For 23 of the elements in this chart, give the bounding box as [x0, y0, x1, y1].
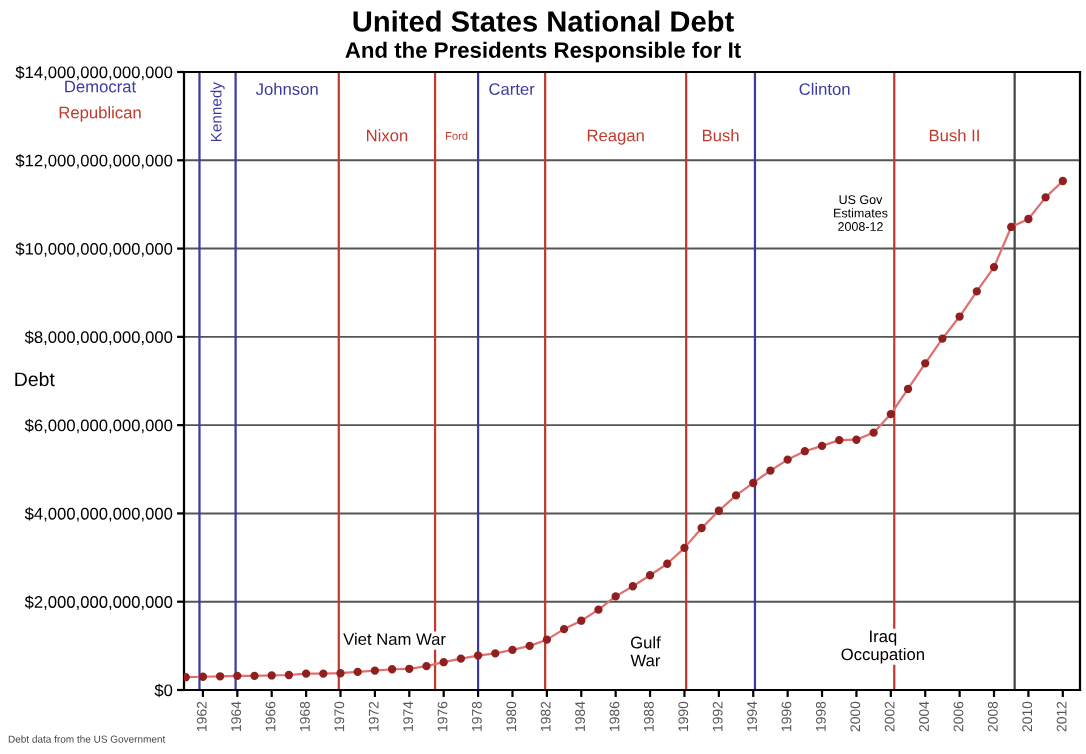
chart-subtitle: And the Presidents Responsible for It — [345, 41, 741, 63]
ref-line-label: Johnson — [255, 82, 318, 96]
y-tick-label: $6,000,000,000,000 — [24, 418, 173, 434]
ref-line-label: Clinton — [799, 82, 850, 96]
chart-title: United States National Debt — [353, 10, 734, 32]
ref-line-label: Reagan — [587, 129, 644, 145]
annotation: Viet Nam War — [343, 632, 446, 646]
y-tick-label: $2,000,000,000,000 — [24, 595, 173, 610]
ref-line-label: Bush — [702, 129, 739, 142]
y-tick-label: $0 — [154, 683, 173, 698]
y-tick-label: $12,000,000,000,000 — [15, 153, 173, 169]
text: Democrat — [65, 80, 136, 93]
text: Republican — [59, 106, 141, 122]
y-tick-label: $4,000,000,000,000 — [24, 507, 173, 522]
y-tick-label: $14,000,000,000,000 — [15, 65, 173, 81]
annotation: Gulf War — [630, 636, 661, 667]
y-tick-label: $8,000,000,000,000 — [24, 330, 173, 346]
y-axis-title: Debt — [15, 371, 55, 387]
annotation: Iraq Occupation — [841, 630, 924, 664]
ref-line-label: Nixon — [367, 129, 408, 142]
y-tick-label: $10,000,000,000,000 — [15, 242, 173, 257]
ref-line-label: Bush II — [929, 129, 979, 142]
ref-line-label: Carter — [489, 83, 535, 96]
